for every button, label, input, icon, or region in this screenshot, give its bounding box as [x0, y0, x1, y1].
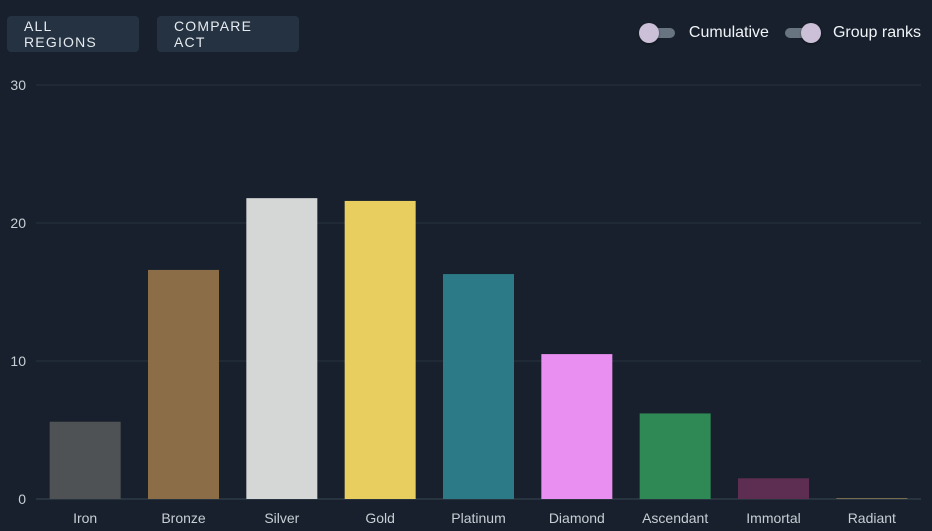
bar-platinum[interactable]: [443, 274, 514, 499]
compare-act-button[interactable]: COMPARE ACT: [157, 16, 299, 52]
cumulative-label: Cumulative: [688, 24, 769, 41]
x-tick-label: Platinum: [451, 510, 505, 526]
bar-gold[interactable]: [344, 200, 416, 500]
switch-knob: [638, 23, 659, 43]
x-tick-label: Iron: [73, 510, 97, 526]
group-ranks-toggle[interactable]: Group ranks: [783, 22, 921, 44]
x-tick-label: Diamond: [549, 510, 605, 526]
x-tick-label: Gold: [365, 510, 395, 526]
bar-immortal[interactable]: [738, 478, 809, 499]
cumulative-toggle[interactable]: Cumulative: [638, 22, 769, 44]
x-tick-label: Radiant: [848, 510, 896, 526]
switch-knob: [800, 23, 821, 43]
all-regions-button[interactable]: ALL REGIONS: [7, 16, 139, 52]
cumulative-switch[interactable]: [638, 22, 677, 44]
bar-radiant[interactable]: [836, 498, 908, 499]
group-ranks-switch[interactable]: [783, 22, 821, 44]
bar-iron[interactable]: [49, 421, 121, 499]
x-tick-label: Immortal: [746, 510, 800, 526]
x-tick-label: Bronze: [161, 510, 206, 526]
bar-ascendant[interactable]: [639, 413, 711, 499]
bar-bronze[interactable]: [148, 269, 219, 499]
group-ranks-label: Group ranks: [832, 24, 921, 41]
bar-silver[interactable]: [246, 198, 318, 499]
y-tick-label: 10: [10, 353, 26, 369]
y-tick-label: 20: [10, 215, 26, 231]
x-tick-label: Ascendant: [642, 510, 708, 526]
bar-diamond[interactable]: [541, 354, 613, 499]
x-tick-label: Silver: [264, 510, 299, 526]
y-tick-label: 0: [18, 491, 26, 507]
chart-toggles: Cumulative Group ranks: [638, 22, 921, 44]
y-tick-label: 30: [10, 77, 26, 93]
toolbar: ALL REGIONS COMPARE ACT: [7, 16, 299, 52]
